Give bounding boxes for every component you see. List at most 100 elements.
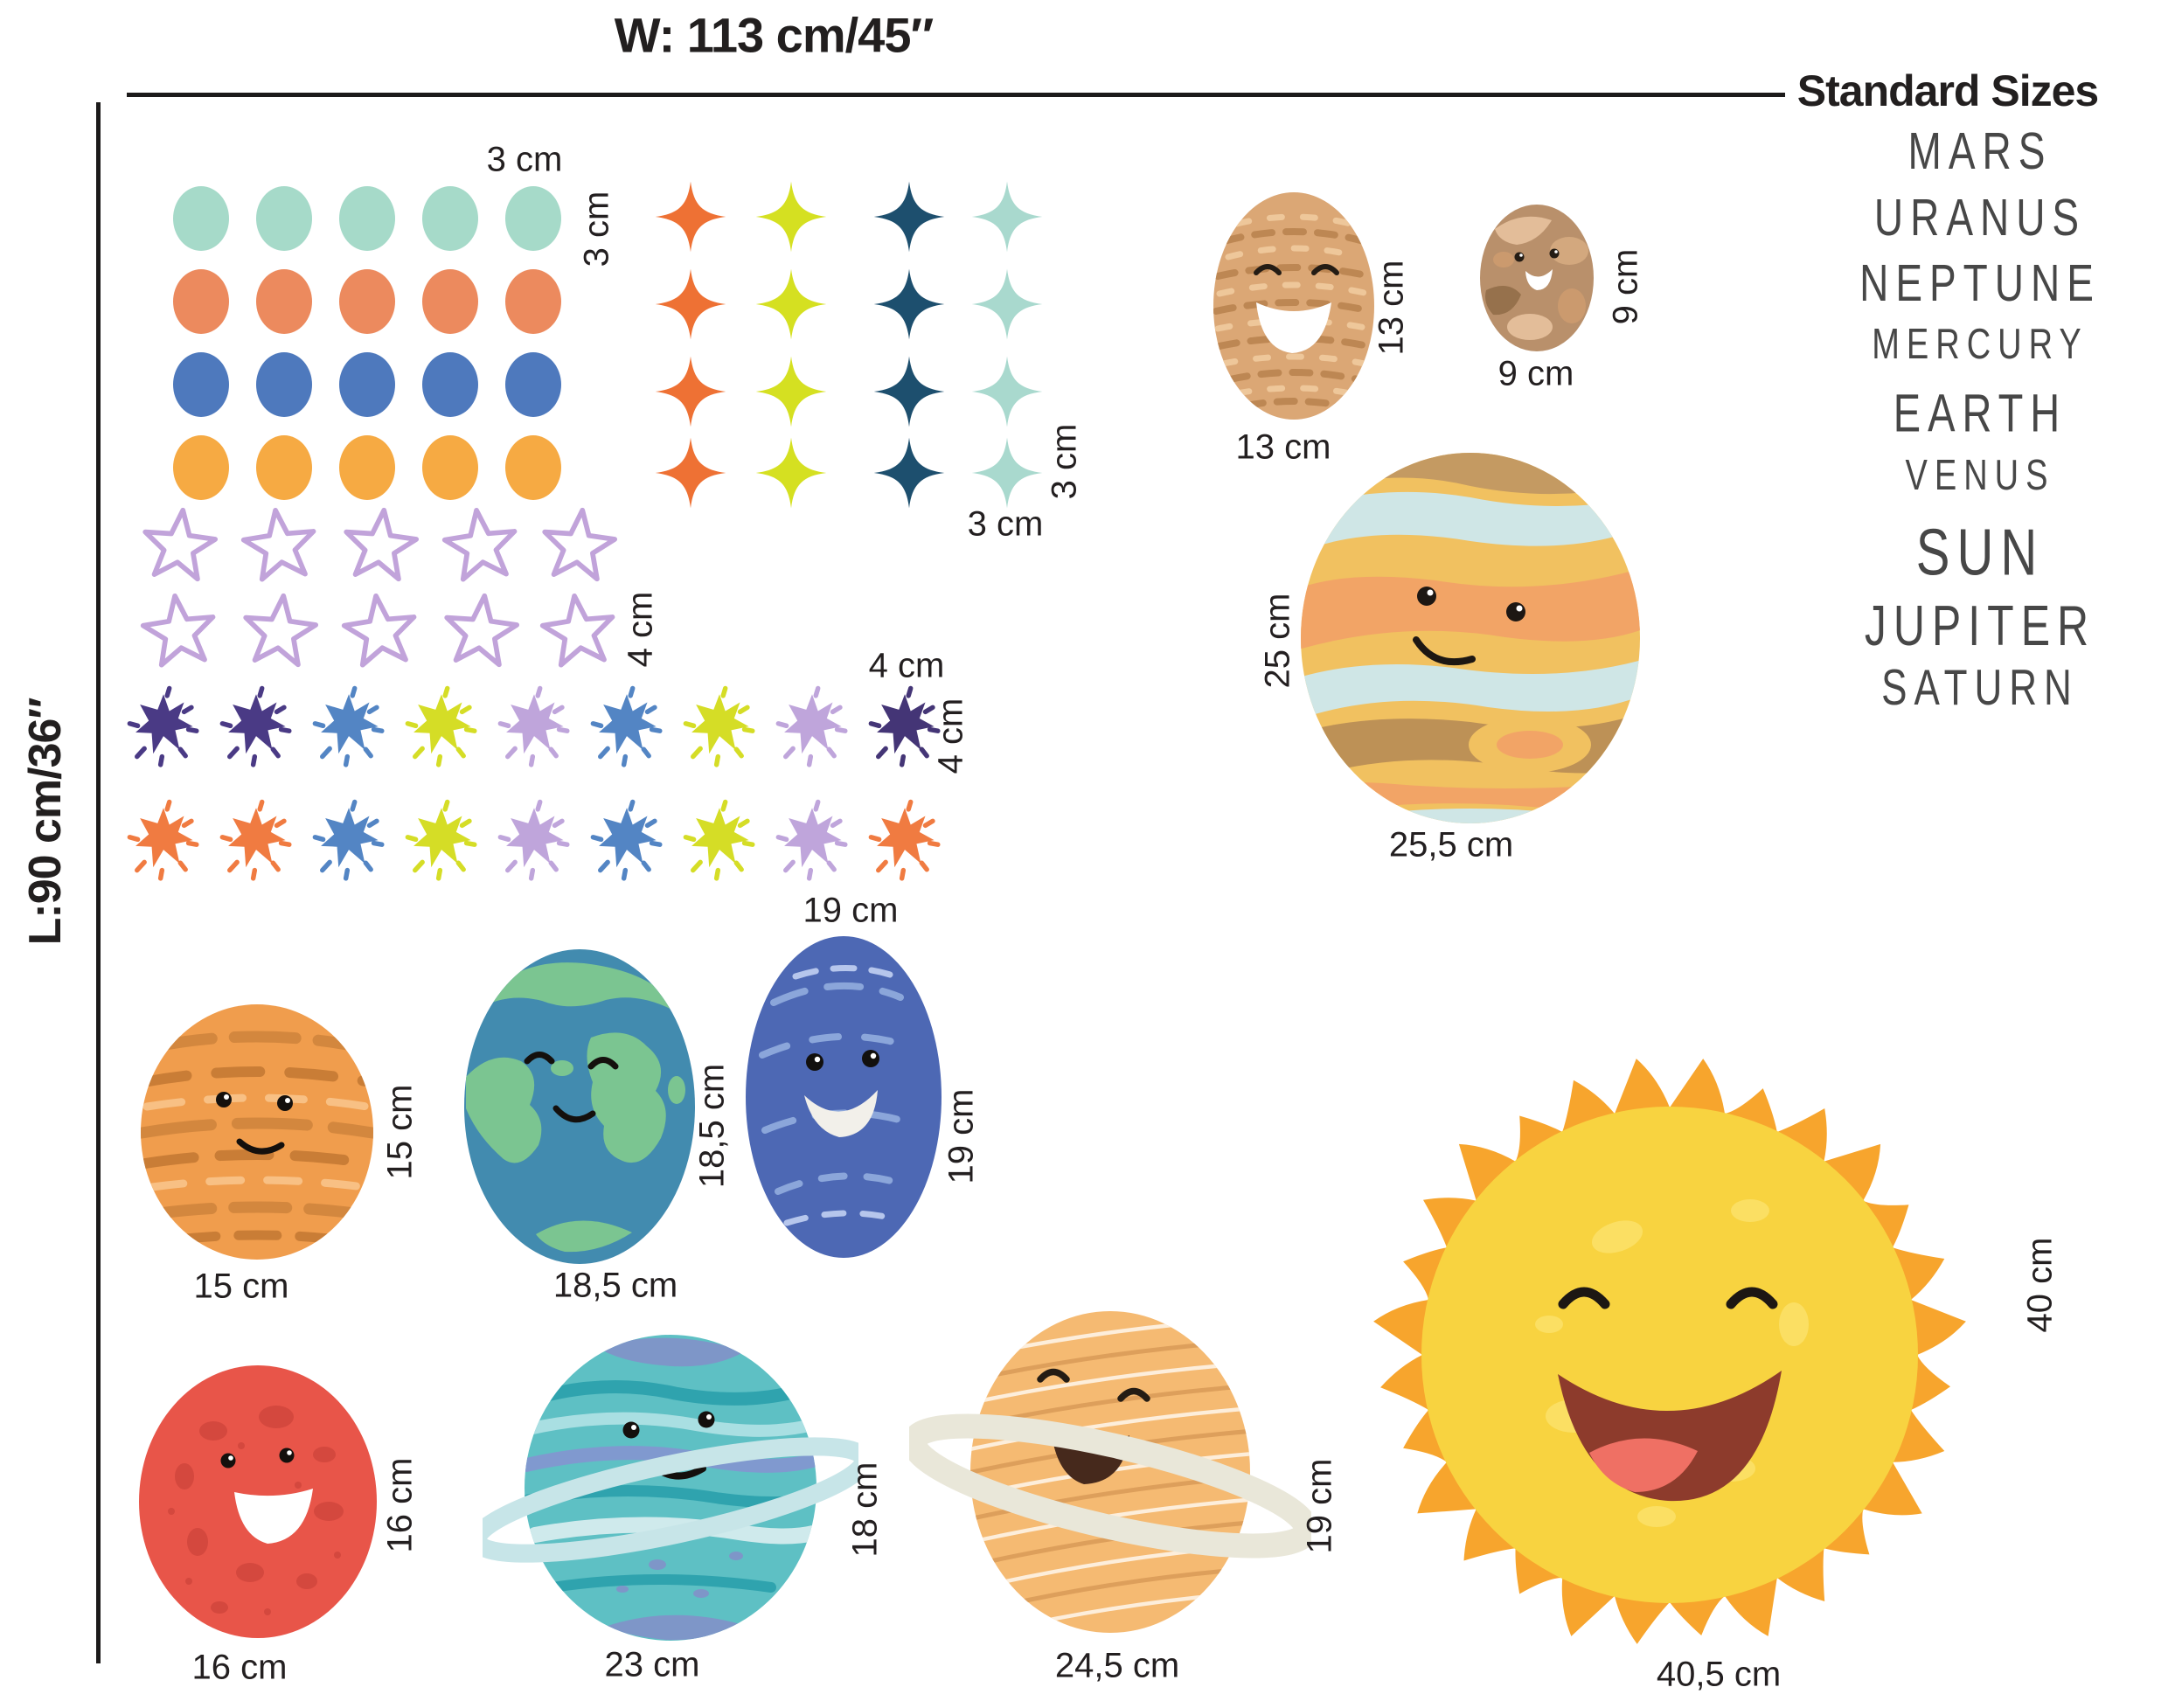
uranus-height-label: 18 cm bbox=[845, 1462, 885, 1558]
starburst-sticker bbox=[590, 799, 663, 881]
neptune-width-label: 19 cm bbox=[803, 891, 899, 930]
outline-star-sticker bbox=[444, 593, 520, 668]
width-dimension-line bbox=[127, 93, 1785, 97]
outline-star-sticker bbox=[441, 507, 518, 582]
earth-height-label: 18,5 cm bbox=[692, 1063, 732, 1189]
standard-sizes-title: Standard Sizes bbox=[1796, 66, 2099, 115]
red-planet-width-label: 16 cm bbox=[191, 1648, 288, 1687]
dot-sticker bbox=[422, 269, 478, 334]
sparkle-star-sticker bbox=[755, 268, 827, 340]
outline-star-sticker bbox=[240, 507, 316, 582]
starburst-sticker bbox=[219, 685, 292, 767]
venus-small-width-label: 9 cm bbox=[1497, 354, 1574, 393]
sun-sticker bbox=[1373, 1059, 1966, 1644]
venus-small-sticker bbox=[1480, 205, 1594, 351]
mars-striped-sticker bbox=[141, 1004, 373, 1260]
starbursts-size-label: 4 cm bbox=[868, 646, 945, 685]
earth-sticker bbox=[464, 949, 695, 1264]
outline-star-sticker bbox=[243, 593, 319, 668]
dot-sticker bbox=[422, 435, 478, 500]
width-title: W: 113 cm/45″ bbox=[614, 7, 935, 63]
legend-name: JUPITER bbox=[1864, 594, 2096, 658]
neptune-sticker bbox=[746, 936, 942, 1258]
mars-striped-width-label: 15 cm bbox=[193, 1267, 289, 1306]
outline-star-sticker bbox=[341, 593, 417, 668]
legend-name: SUN bbox=[1915, 515, 2045, 590]
dot-sticker bbox=[422, 352, 478, 417]
sparkle-star-sticker bbox=[873, 268, 945, 340]
dot-sticker bbox=[505, 435, 561, 500]
starburst-sticker bbox=[312, 799, 385, 881]
dot-sticker bbox=[505, 186, 561, 251]
uranus-ring bbox=[483, 1437, 858, 1563]
earth-width-label: 18,5 cm bbox=[552, 1266, 678, 1305]
mercury-large-sticker bbox=[1213, 192, 1374, 420]
sun-face bbox=[1558, 1287, 1782, 1502]
mercury-face bbox=[1254, 264, 1339, 353]
starburst-sticker bbox=[312, 685, 385, 767]
neptune-face bbox=[804, 1050, 879, 1137]
mars-face bbox=[216, 1092, 293, 1155]
saturn-width-label: 24,5 cm bbox=[1054, 1646, 1180, 1685]
red-planet-face bbox=[220, 1448, 313, 1544]
sparkle-star-sticker bbox=[755, 437, 827, 509]
starburst-sticker bbox=[127, 685, 199, 767]
dot-sticker bbox=[505, 269, 561, 334]
height-title: L:90 cm/36″ bbox=[20, 698, 71, 946]
starburst-sticker bbox=[497, 685, 570, 767]
mercury-large-width-label: 13 cm bbox=[1235, 427, 1331, 467]
starburst-sticker bbox=[868, 799, 941, 881]
legend-name: MARS bbox=[1907, 121, 2053, 180]
sparkle-star-sticker bbox=[971, 356, 1043, 427]
dot-sticker bbox=[339, 435, 395, 500]
starburst-sticker bbox=[775, 685, 848, 767]
legend-name: EARTH bbox=[1893, 382, 2067, 443]
starburst-sticker bbox=[683, 685, 755, 767]
sparkle-star-sticker bbox=[971, 437, 1043, 509]
neptune-height-label: 19 cm bbox=[942, 1088, 981, 1184]
starburst-sticker bbox=[868, 685, 941, 767]
uranus-sticker bbox=[483, 1335, 858, 1641]
sparkle-star-sticker bbox=[971, 181, 1043, 253]
starburst-sticker bbox=[127, 799, 199, 881]
red-planet-sticker bbox=[139, 1365, 377, 1638]
starburst-sticker bbox=[590, 685, 663, 767]
uranus-width-label: 23 cm bbox=[604, 1645, 700, 1684]
legend-name: MERCURY bbox=[1872, 321, 2088, 369]
dot-sticker bbox=[505, 352, 561, 417]
starburst-sticker bbox=[405, 685, 477, 767]
outline-star-sticker bbox=[140, 593, 216, 668]
legend-name: SATURN bbox=[1881, 660, 2079, 717]
jupiter-width-label: 25,5 cm bbox=[1388, 825, 1514, 864]
sparkle-star-sticker bbox=[971, 268, 1043, 340]
dot-sticker bbox=[256, 269, 312, 334]
saturn-ring bbox=[909, 1413, 1311, 1559]
jupiter-sticker bbox=[1301, 453, 1640, 823]
saturn-sticker bbox=[909, 1311, 1311, 1633]
red-planet-height-label: 16 cm bbox=[380, 1457, 420, 1553]
earth-face bbox=[524, 1052, 619, 1123]
sparkle-star-sticker bbox=[755, 181, 827, 253]
venus-small-height-label: 9 cm bbox=[1606, 248, 1645, 325]
dots-size-label-side: 3 cm bbox=[577, 191, 616, 267]
sparkle-star-sticker bbox=[655, 268, 726, 340]
outline-star-sticker bbox=[142, 507, 219, 582]
sparkles-size-label-side: 3 cm bbox=[1045, 423, 1084, 500]
outline-stars-size-label: 4 cm bbox=[621, 591, 660, 668]
sparkle-star-sticker bbox=[873, 437, 945, 509]
dot-sticker bbox=[422, 186, 478, 251]
dot-sticker bbox=[173, 186, 229, 251]
starburst-sticker bbox=[775, 799, 848, 881]
dot-sticker bbox=[339, 269, 395, 334]
dot-sticker bbox=[256, 435, 312, 500]
sun-height-label: 40 cm bbox=[2020, 1237, 2060, 1333]
legend-name: NEPTUNE bbox=[1859, 253, 2101, 312]
dot-sticker bbox=[173, 435, 229, 500]
outline-star-sticker bbox=[344, 507, 420, 582]
saturn-height-label: 19 cm bbox=[1300, 1458, 1339, 1554]
starburst-sticker bbox=[497, 799, 570, 881]
dot-sticker bbox=[256, 352, 312, 417]
dot-sticker bbox=[339, 352, 395, 417]
starburst-sticker bbox=[219, 799, 292, 881]
